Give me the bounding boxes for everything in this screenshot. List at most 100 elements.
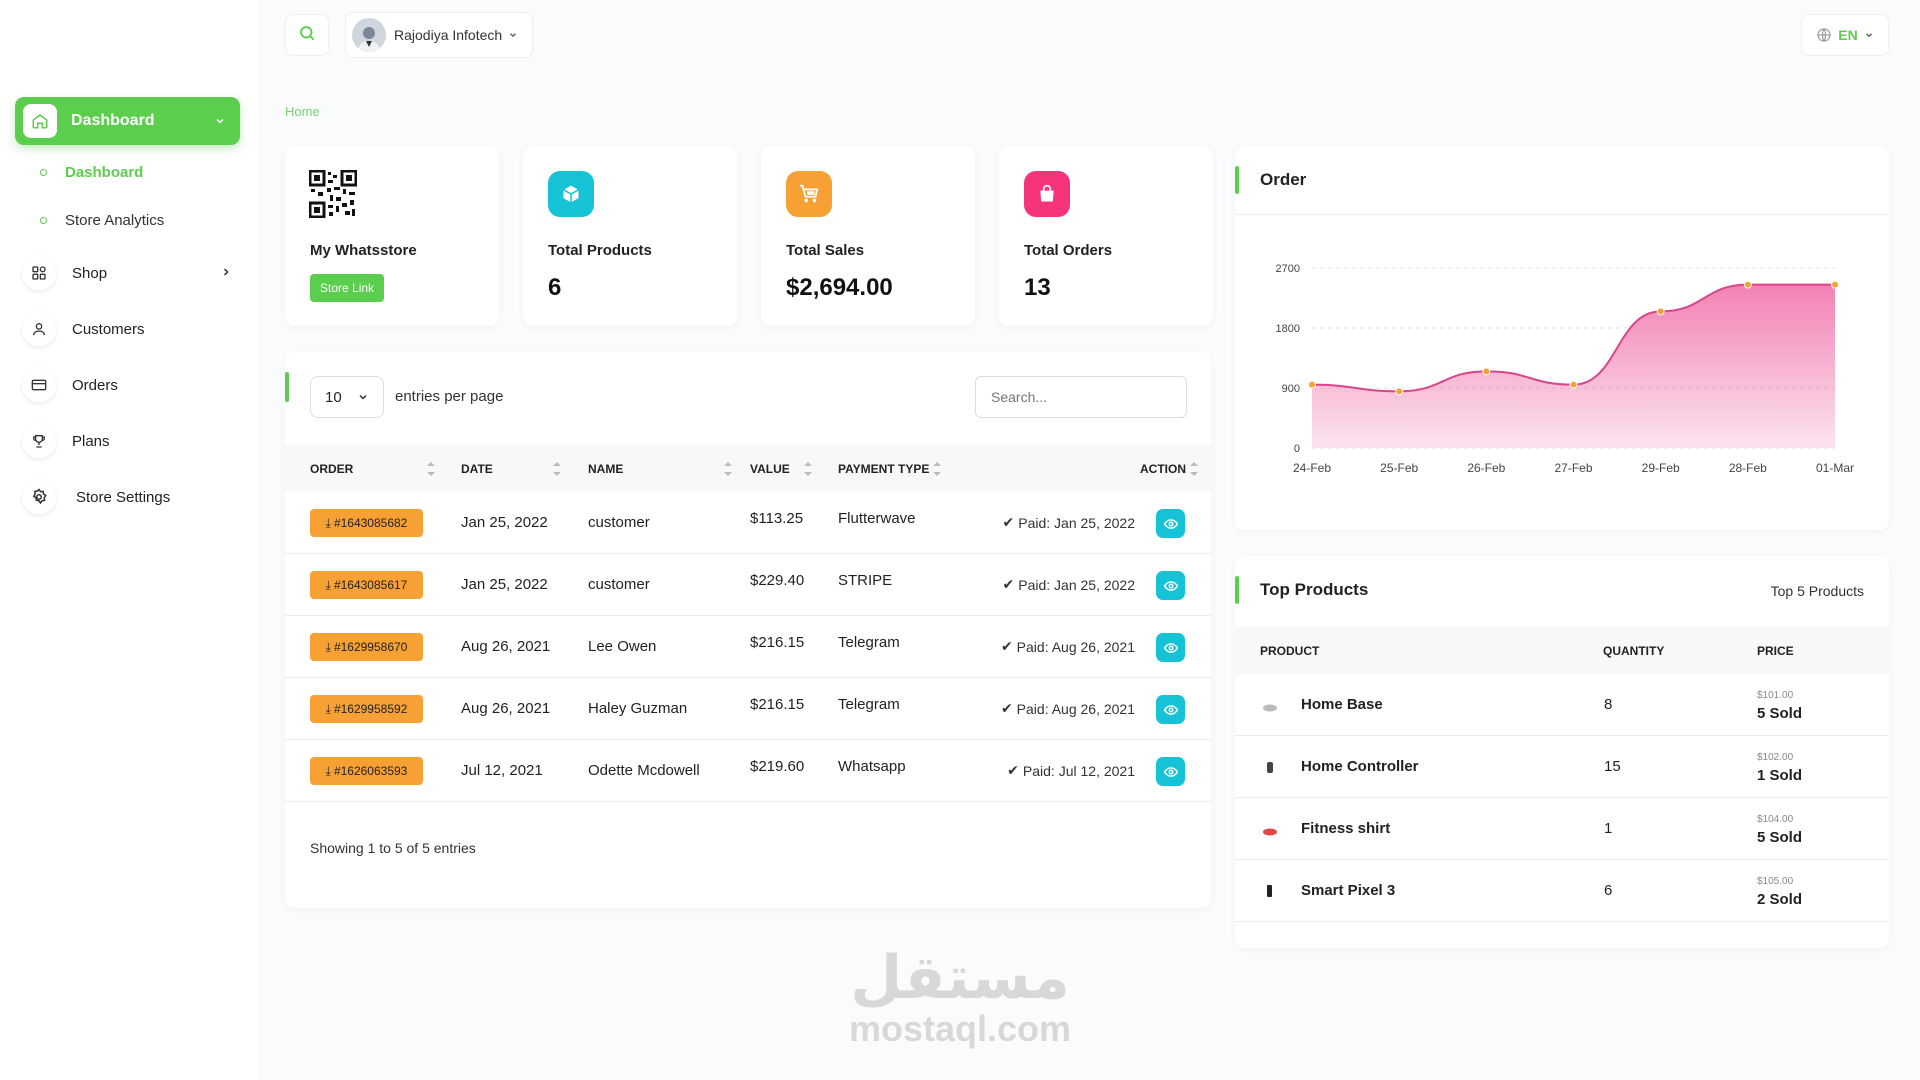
- check-icon: ✔: [1002, 576, 1015, 592]
- order-download-button[interactable]: ⤓ #1643085682: [310, 509, 423, 537]
- product-sold: 5 Sold: [1757, 829, 1803, 846]
- check-icon: ✔: [1000, 700, 1013, 716]
- check-icon: ✔: [1002, 514, 1015, 530]
- data-point[interactable]: [1308, 380, 1316, 389]
- language-selector[interactable]: EN: [1801, 14, 1889, 56]
- sidebar-item-dashboard[interactable]: Dashboard: [15, 97, 240, 145]
- column-value[interactable]: VALUE: [750, 462, 812, 476]
- table-row: ⤓ #1643085682 Jan 25, 2022 customer $113.…: [285, 492, 1211, 554]
- download-icon: ⤓: [325, 577, 331, 592]
- bullet-icon: [40, 169, 47, 176]
- order-chart: 2700 1800 900 0 24-Feb 25-Feb 26-Feb 27-Feb 29-F…: [1276, 263, 1854, 475]
- y-tick-label: 2700: [1276, 263, 1300, 275]
- download-icon: ⤓: [325, 701, 331, 716]
- data-point[interactable]: [1395, 387, 1404, 396]
- cart-icon: [786, 171, 832, 217]
- card-icon: [22, 368, 56, 402]
- payment-status: ✔ Paid: Jul 12, 2021: [1007, 762, 1135, 779]
- table-header: ORDER DATE NAME VALUE PAYMENT TYPE ACTIO…: [285, 444, 1211, 492]
- view-order-button[interactable]: [1156, 757, 1185, 786]
- order-download-button[interactable]: ⤓ #1626063593: [310, 757, 423, 785]
- data-point[interactable]: [1743, 280, 1752, 289]
- data-point[interactable]: [1656, 307, 1665, 316]
- stat-title: My Whatsstore: [310, 242, 417, 259]
- status-text: Paid: Jan 25, 2022: [1018, 576, 1135, 593]
- payment-type: Whatsapp: [838, 758, 906, 775]
- view-order-button[interactable]: [1156, 695, 1185, 724]
- home-icon: [23, 104, 57, 138]
- sidebar-item-label: Dashboard: [71, 112, 155, 129]
- gear-icon: [22, 480, 56, 514]
- sort-icon: [804, 462, 812, 476]
- table-search-input[interactable]: [975, 376, 1187, 418]
- sidebar-item-plans[interactable]: Plans: [22, 422, 232, 460]
- entries-select[interactable]: 10: [310, 376, 384, 418]
- product-thumbnail: [1262, 824, 1278, 841]
- eye-icon: [1163, 641, 1178, 655]
- data-point[interactable]: [1569, 380, 1578, 389]
- sidebar-item-store-settings[interactable]: Store Settings: [22, 478, 232, 516]
- entries-value: 10: [325, 388, 342, 406]
- watermark-arabic: مستقل: [850, 944, 1070, 1011]
- payment-type: Flutterwave: [838, 510, 916, 527]
- sidebar-item-shop[interactable]: Shop: [22, 254, 232, 292]
- column-action[interactable]: ACTION: [1140, 462, 1198, 476]
- y-tick-label: 1800: [1276, 323, 1300, 335]
- order-value: $229.40: [750, 572, 805, 589]
- column-label: ACTION: [1140, 462, 1186, 476]
- table-row: ⤓ #1629958592 Aug 26, 2021 Haley Guzman $…: [285, 678, 1211, 740]
- divider: [1235, 214, 1889, 215]
- sort-icon: [553, 462, 561, 476]
- payment-type: STRIPE: [838, 572, 893, 589]
- column-name[interactable]: NAME: [588, 462, 732, 476]
- product-quantity: 15: [1604, 758, 1621, 775]
- chevron-down-icon: [357, 391, 369, 403]
- order-value: $113.25: [750, 510, 804, 527]
- bullet-icon: [40, 217, 47, 224]
- column-label: ORDER: [310, 462, 354, 476]
- search-button[interactable]: [285, 14, 329, 56]
- order-download-button[interactable]: ⤓ #1629958592: [310, 695, 423, 723]
- download-icon: ⤓: [325, 515, 331, 530]
- sidebar-item-label: Orders: [72, 376, 118, 394]
- data-point[interactable]: [1831, 280, 1839, 289]
- sidebar-item-label: Store Settings: [76, 488, 171, 506]
- subnav-store-analytics[interactable]: Store Analytics: [40, 212, 164, 229]
- view-order-button[interactable]: [1156, 571, 1185, 600]
- column-payment-type[interactable]: PAYMENT TYPE: [838, 462, 942, 476]
- stat-value: 13: [1024, 274, 1051, 301]
- watermark: مستقل mostaql.com: [840, 948, 1080, 1050]
- chevron-right-icon: [220, 265, 232, 282]
- sidebar-item-orders[interactable]: Orders: [22, 366, 232, 404]
- product-quantity: 1: [1604, 820, 1613, 837]
- breadcrumb[interactable]: Home: [285, 104, 320, 119]
- column-date[interactable]: DATE: [461, 462, 561, 476]
- user-icon: [22, 312, 56, 346]
- subnav-dashboard[interactable]: Dashboard: [40, 164, 143, 181]
- stat-card-whatsstore: My Whatsstore Store Link: [285, 146, 499, 326]
- store-link-button[interactable]: Store Link: [310, 274, 385, 302]
- x-tick-label: 25-Feb: [1380, 461, 1418, 475]
- payment-status: ✔ Paid: Aug 26, 2021: [1001, 638, 1135, 655]
- payment-type: Telegram: [838, 634, 900, 651]
- order-date: Jan 25, 2022: [461, 576, 548, 593]
- view-order-button[interactable]: [1156, 509, 1185, 538]
- card-accent: [1235, 576, 1239, 604]
- sidebar-item-customers[interactable]: Customers: [22, 310, 232, 348]
- data-point[interactable]: [1482, 367, 1491, 376]
- view-order-button[interactable]: [1156, 633, 1185, 662]
- order-download-button[interactable]: ⤓ #1643085617: [310, 571, 423, 599]
- order-download-button[interactable]: ⤓ #1629958670: [310, 633, 423, 661]
- entries-label: entries per page: [395, 388, 504, 405]
- check-icon: ✔: [1000, 638, 1013, 654]
- order-id: #1629958670: [333, 640, 408, 654]
- top-products-header: PRODUCT QUANTITY PRICE: [1235, 626, 1889, 674]
- x-tick-label: 27-Feb: [1554, 461, 1592, 475]
- column-order[interactable]: ORDER: [310, 462, 435, 476]
- user-menu[interactable]: Rajodiya Infotech: [345, 12, 533, 58]
- download-icon: ⤓: [325, 763, 331, 778]
- product-thumbnail: [1265, 760, 1275, 778]
- table-row: ⤓ #1629958670 Aug 26, 2021 Lee Owen $216.…: [285, 616, 1211, 678]
- check-icon: ✔: [1007, 762, 1019, 778]
- product-quantity: 8: [1604, 696, 1613, 713]
